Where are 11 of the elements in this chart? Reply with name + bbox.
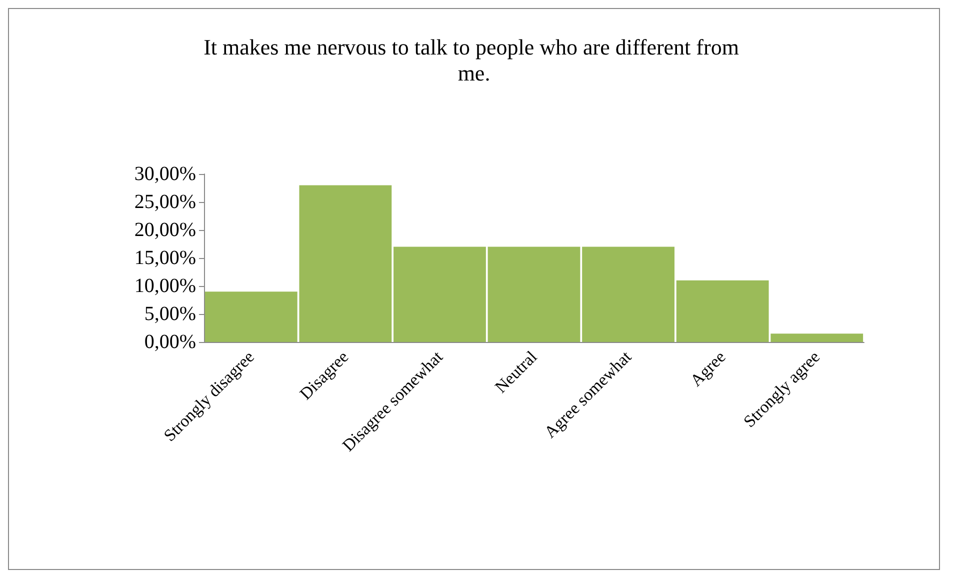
y-tick-label: 15,00% (134, 247, 196, 269)
y-tick-label: 0,00% (144, 331, 196, 353)
y-tick-label: 5,00% (144, 303, 196, 325)
chart-title: It makes me nervous to talk to people who are different from me. (204, 34, 744, 86)
y-tick-label: 30,00% (134, 163, 196, 185)
bar (394, 246, 486, 342)
y-tick-label: 10,00% (134, 275, 196, 297)
y-tick-label: 20,00% (134, 219, 196, 241)
y-tick-label: 25,00% (134, 191, 196, 213)
bar (488, 246, 580, 342)
bar (582, 246, 674, 342)
